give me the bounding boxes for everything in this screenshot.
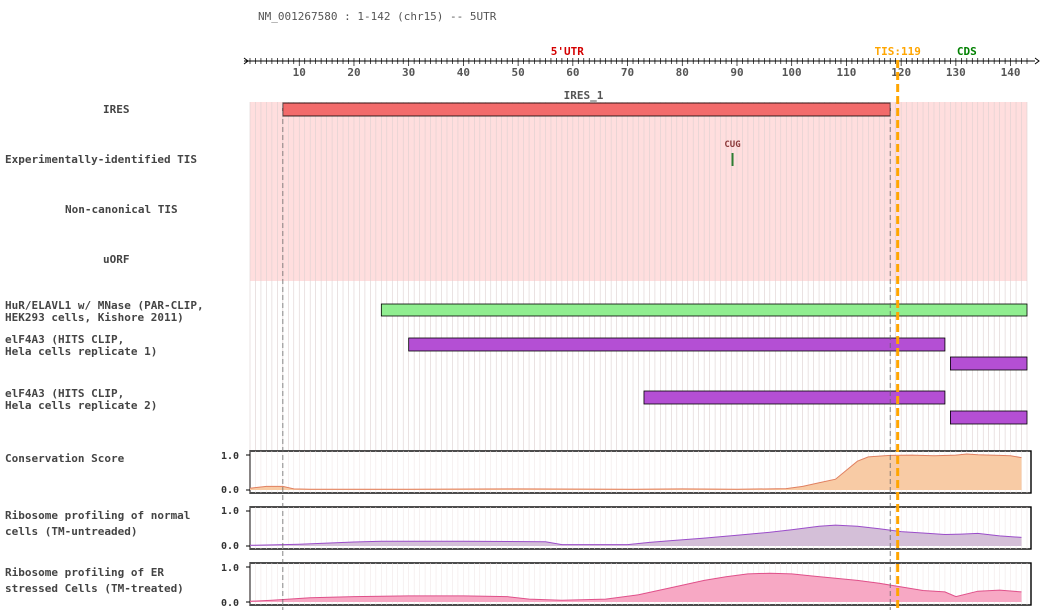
eif4a3-feature-bar — [408, 337, 946, 352]
track-label-uorf: uORF — [103, 253, 130, 266]
eif4a3-rep1-bars — [408, 337, 1028, 371]
ires-feature-name: IRES_1 — [564, 89, 604, 102]
plot-y-labels: 1.0 0.0 1.0 0.0 1.0 0.0 — [221, 451, 239, 609]
ribo-er-ymax: 1.0 — [221, 563, 239, 574]
track-label-ribo-er-line1: Ribosome profiling of ER — [5, 566, 164, 579]
track-label-eif4a3-rep2-line2: Hela cells replicate 2) — [5, 399, 157, 412]
axis-right-arrow-icon — [1034, 57, 1040, 65]
exp-tis-codon-label: CUG — [724, 140, 740, 150]
ribo-normal-ymin: 0.0 — [221, 541, 239, 552]
track-label-eif4a3-rep1-line1: elF4A3 (HITS CLIP, — [5, 333, 124, 346]
track-label-ires: IRES — [103, 103, 130, 116]
axis-tick-label: 60 — [566, 66, 579, 79]
eif4a3-feature-bar — [949, 410, 1028, 425]
track-label-conservation: Conservation Score — [5, 452, 125, 465]
ribo-er-line — [249, 572, 1022, 602]
eif4a3-feature-bar — [643, 390, 946, 405]
eif4a3-feature-bar — [949, 356, 1028, 371]
track-label-ribo-normal-line1: Ribosome profiling of normal — [5, 509, 190, 522]
ribo-normal-line — [249, 524, 1022, 546]
ribo-er-plot — [246, 562, 1032, 606]
axis-left-arrow-icon — [243, 57, 249, 65]
position-grid — [249, 102, 1028, 450]
conservation-plot — [246, 450, 1032, 494]
ribo-er-area — [250, 573, 1022, 602]
axis-tick-label: 120 — [891, 66, 911, 79]
exp-tis-marker[interactable] — [731, 153, 734, 166]
transcript-title: NM_001267580 : 1-142 (chr15) -- 5UTR — [258, 10, 497, 23]
hur-feature-bar[interactable] — [380, 303, 1028, 317]
track-label-exp-tis: Experimentally-identified TIS — [5, 153, 197, 166]
ribo-normal-ymax: 1.0 — [221, 506, 239, 517]
track-label-ribo-er-line2: stressed Cells (TM-treated) — [5, 582, 184, 595]
axis-tick-label: 90 — [730, 66, 743, 79]
conservation-ymax: 1.0 — [221, 451, 239, 462]
axis-tick-label: 100 — [782, 66, 802, 79]
axis-tick-label: 110 — [836, 66, 856, 79]
utr-region-label: 5'UTR — [551, 45, 584, 58]
axis-tick-label: 130 — [946, 66, 966, 79]
track-label-hur-line2: HEK293 cells, Kishore 2011) — [5, 311, 184, 324]
coordinate-axis: 10 20 30 40 50 60 70 80 90 100 110 120 130 140 5'UTR … — [243, 45, 1040, 79]
cds-region-label: CDS — [957, 45, 977, 58]
axis-tick-label: 40 — [457, 66, 470, 79]
axis-tick-label: 30 — [402, 66, 415, 79]
ribo-er-ymin: 0.0 — [221, 598, 239, 609]
axis-tick-labels: 10 20 30 40 50 60 70 80 90 100 110 120 130 140 — [293, 66, 1021, 79]
conservation-line — [249, 453, 1022, 490]
axis-tick-label: 140 — [1001, 66, 1021, 79]
ribo-normal-area — [250, 525, 1022, 546]
track-label-hur-line1: HuR/ELAVL1 w/ MNase (PAR-CLIP, — [5, 299, 204, 312]
ires-feature-bar[interactable] — [282, 102, 891, 117]
track-label-eif4a3-rep2-line1: elF4A3 (HITS CLIP, — [5, 387, 124, 400]
conservation-ymin: 0.0 — [221, 485, 239, 496]
track-labels: IRES Experimentally-identified TIS Non-c… — [5, 103, 204, 595]
axis-tick-label: 80 — [676, 66, 689, 79]
ribo-normal-plot — [246, 506, 1032, 550]
tis-label: TIS:119 — [874, 45, 920, 58]
track-label-ribo-normal-line2: cells (TM-untreaded) — [5, 525, 137, 538]
feature-tracks: IRES_1 CUG — [282, 89, 1028, 425]
axis-minor-ticks — [249, 58, 1028, 66]
axis-tick-label: 70 — [621, 66, 634, 79]
track-label-eif4a3-rep1-line2: Hela cells replicate 1) — [5, 345, 157, 358]
eif4a3-rep2-bars — [643, 390, 1028, 425]
axis-tick-label: 50 — [511, 66, 524, 79]
axis-tick-label: 20 — [347, 66, 360, 79]
track-label-noncanonical-tis: Non-canonical TIS — [65, 203, 178, 216]
axis-tick-label: 10 — [293, 66, 306, 79]
